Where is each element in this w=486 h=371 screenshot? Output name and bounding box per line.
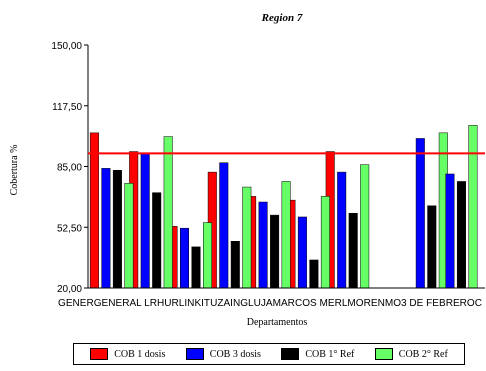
bar (203, 222, 212, 289)
bar (445, 173, 455, 289)
legend-swatch-cob1 (90, 348, 109, 360)
y-tick-label: 20,00 (57, 284, 82, 295)
y-tick-label: 150,00 (51, 41, 82, 52)
y-ticks: 150,00 117,50 85,00 52,50 20,00 (51, 41, 88, 295)
y-tick-label: 117,50 (52, 102, 82, 113)
axes (87, 45, 485, 289)
bar (230, 241, 240, 289)
legend-swatch-cob3 (185, 348, 204, 360)
bars (89, 125, 478, 289)
bar (101, 168, 111, 289)
legend: COB 1 dosis COB 3 dosis COB 1° Ref COB 2… (73, 343, 465, 365)
legend-swatch-ref2 (374, 348, 393, 360)
bar (360, 164, 370, 289)
bar (180, 227, 189, 289)
bar (309, 259, 319, 289)
y-axis-label-group: Cobertura % (9, 145, 20, 196)
x-axis-label: Departamentos (247, 317, 308, 328)
bar (281, 181, 291, 289)
chart-title: Region 7 (261, 12, 303, 24)
bar (270, 214, 280, 289)
x-tick-labels: GENERGENERAL LRHURLINKITUZAINGLUJAMARCOS… (58, 298, 482, 309)
bar (242, 186, 252, 289)
legend-label-cob1: COB 1 dosis (114, 348, 166, 360)
bar (124, 183, 134, 289)
bar (297, 216, 307, 289)
y-tick-label: 85,00 (57, 163, 82, 174)
legend-swatch-ref1 (281, 348, 300, 360)
bar (348, 212, 358, 289)
bar (89, 132, 99, 289)
legend-item-cob1: COB 1 dosis (90, 348, 165, 360)
legend-label-ref1: COB 1° Ref (305, 348, 355, 360)
y-axis-label: Cobertura % (9, 145, 20, 196)
bar (415, 138, 425, 289)
bar (163, 136, 173, 289)
y-tick-label: 52,50 (57, 223, 82, 234)
bar (320, 196, 330, 289)
bar (468, 125, 478, 289)
bar (219, 162, 229, 289)
bar (427, 205, 437, 289)
bar (112, 169, 122, 289)
legend-item-ref2: COB 2° Ref (374, 348, 448, 360)
legend-item-cob3: COB 3 dosis (185, 348, 261, 360)
bar (140, 153, 150, 289)
bar (258, 201, 268, 289)
bar (337, 171, 347, 289)
legend-item-ref1: COB 1° Ref (281, 348, 354, 360)
legend-label-cob3: COB 3 dosis (209, 348, 261, 360)
bar (456, 181, 466, 289)
legend-label-ref2: COB 2° Ref (398, 348, 448, 360)
bar (191, 246, 201, 289)
bar (152, 192, 162, 289)
